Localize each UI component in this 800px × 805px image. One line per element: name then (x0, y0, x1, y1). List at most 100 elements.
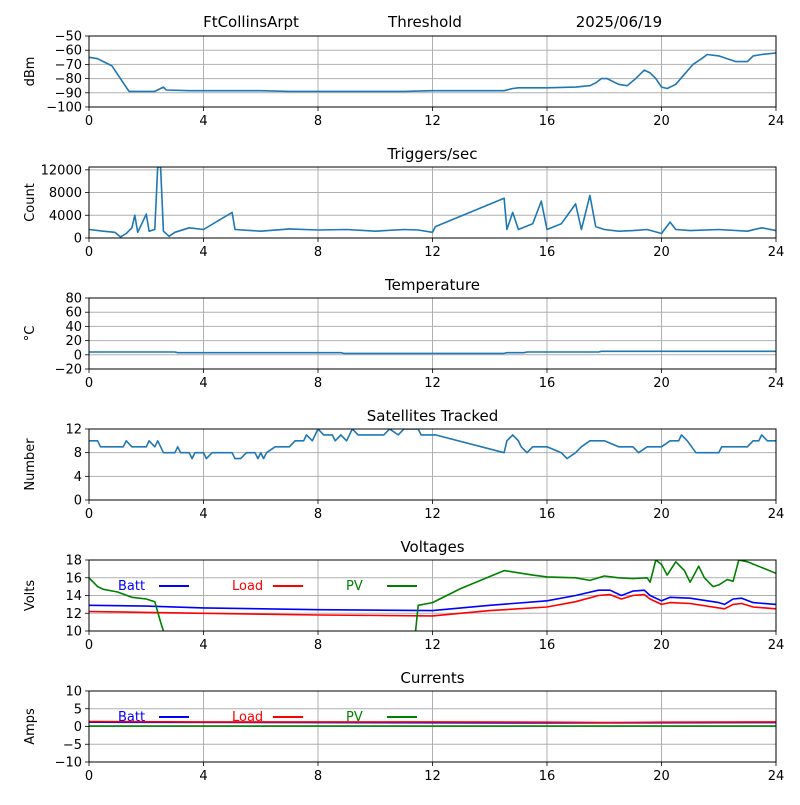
series-line-load (89, 720, 776, 724)
legend-label-pv: PV (346, 579, 363, 594)
y-tick-label: −20 (55, 363, 82, 378)
panel-currents: 0 4 8 12 16 20 24 −10 −5 0 5 10 Batt Load PV Currents Am… (23, 669, 784, 784)
legend-label-pv: PV (346, 710, 363, 725)
x-tick-label: 12 (424, 376, 441, 391)
x-tick-label: 4 (199, 507, 207, 522)
y-tick-label: 0 (74, 494, 82, 509)
x-tick-label: 12 (424, 507, 441, 522)
y-tick-label: 4 (74, 470, 82, 485)
y-tick-label: −70 (55, 58, 82, 73)
y-axis-label: dBm (23, 57, 38, 87)
y-tick-label: 10 (65, 625, 82, 640)
series-line (89, 167, 776, 238)
x-tick-label: 0 (85, 507, 93, 522)
x-tick-label: 8 (314, 769, 322, 784)
x-tick-label: 8 (314, 245, 322, 260)
panel-threshold: 0 4 8 12 16 20 24 −100−90−80−70−60−50 dBm (23, 30, 784, 130)
x-tick-label: 8 (314, 376, 322, 391)
y-tick-label: 60 (65, 306, 82, 321)
x-tick-label: 0 (85, 114, 93, 129)
x-tick-label: 20 (653, 638, 670, 653)
x-tick-label: 16 (539, 769, 556, 784)
series-line (89, 350, 776, 355)
x-tick-label: 4 (199, 245, 207, 260)
y-axis-label: °C (23, 326, 38, 342)
y-tick-label: 0 (74, 348, 82, 363)
axes-frame (88, 35, 777, 108)
y-tick-label: 20 (65, 334, 82, 349)
panel-title: Voltages (400, 538, 464, 556)
y-tick-label: 14 (65, 589, 82, 604)
y-tick-label: 0 (74, 232, 82, 247)
y-tick-label: 10 (65, 685, 82, 700)
panel-title: Satellites Tracked (367, 407, 498, 425)
x-tick-label: 24 (768, 769, 785, 784)
series-line (89, 52, 776, 93)
x-tick-label: 16 (539, 507, 556, 522)
header-station: FtCollinsArpt (203, 13, 299, 31)
y-tick-label: 12 (65, 607, 82, 622)
x-tick-label: 16 (539, 376, 556, 391)
x-tick-label: 0 (85, 638, 93, 653)
y-tick-label: 12 (65, 423, 82, 438)
legend-label-load: Load (232, 710, 263, 725)
x-tick-label: 0 (85, 769, 93, 784)
series-line (89, 429, 776, 460)
x-tick-label: 24 (768, 507, 785, 522)
y-tick-label: −100 (46, 101, 82, 116)
y-tick-label: −50 (55, 30, 82, 45)
y-tick-label: 5 (74, 702, 82, 717)
header-mode: Threshold (387, 13, 462, 31)
y-tick-label: −90 (55, 86, 82, 101)
x-tick-label: 4 (199, 638, 207, 653)
legend-label-batt: Batt (118, 579, 145, 594)
axes-frame (88, 690, 777, 763)
x-tick-label: 4 (199, 376, 207, 391)
panel-title: Triggers/sec (387, 145, 478, 163)
series-line-batt (89, 589, 776, 612)
y-tick-label: −5 (63, 738, 82, 753)
y-tick-label: 16 (65, 571, 82, 586)
y-axis-label: Volts (23, 580, 38, 612)
axes-frame (88, 166, 777, 239)
axes-frame (88, 428, 777, 501)
x-tick-label: 16 (539, 114, 556, 129)
x-tick-label: 20 (653, 507, 670, 522)
x-tick-label: 8 (314, 114, 322, 129)
panel-voltages: 0 4 8 12 16 20 24 10 12 14 16 18 Batt Load PV Voltages V… (23, 538, 784, 653)
legend-label-batt: Batt (118, 710, 145, 725)
y-tick-label: 12000 (41, 163, 82, 178)
x-tick-label: 20 (653, 769, 670, 784)
x-tick-label: 24 (768, 114, 785, 129)
y-axis-label: Count (23, 183, 38, 222)
x-tick-label: 8 (314, 507, 322, 522)
x-tick-label: 24 (768, 245, 785, 260)
x-tick-label: 16 (539, 638, 556, 653)
y-axis-label: Amps (23, 708, 38, 745)
x-tick-label: 24 (768, 376, 785, 391)
axes-frame (88, 297, 777, 370)
x-tick-label: 20 (653, 376, 670, 391)
series-line-pv (89, 560, 776, 631)
x-tick-label: 20 (653, 114, 670, 129)
y-tick-label: 8000 (49, 186, 82, 201)
y-tick-label: 80 (65, 292, 82, 307)
x-tick-label: 12 (424, 638, 441, 653)
y-tick-label: 4000 (49, 209, 82, 224)
x-tick-label: 16 (539, 245, 556, 260)
x-tick-label: 12 (424, 245, 441, 260)
y-tick-label: −10 (55, 756, 82, 771)
panel-satellites: 0 4 8 12 16 20 24 0 4 8 12 Satellites Tracked Number (23, 407, 784, 522)
x-tick-label: 24 (768, 638, 785, 653)
x-tick-label: 20 (653, 245, 670, 260)
y-tick-label: −60 (55, 44, 82, 59)
x-tick-label: 12 (424, 114, 441, 129)
x-tick-label: 12 (424, 769, 441, 784)
header-date: 2025/06/19 (576, 13, 662, 31)
x-tick-label: 8 (314, 638, 322, 653)
y-tick-label: −80 (55, 72, 82, 87)
legend-label-load: Load (232, 579, 263, 594)
